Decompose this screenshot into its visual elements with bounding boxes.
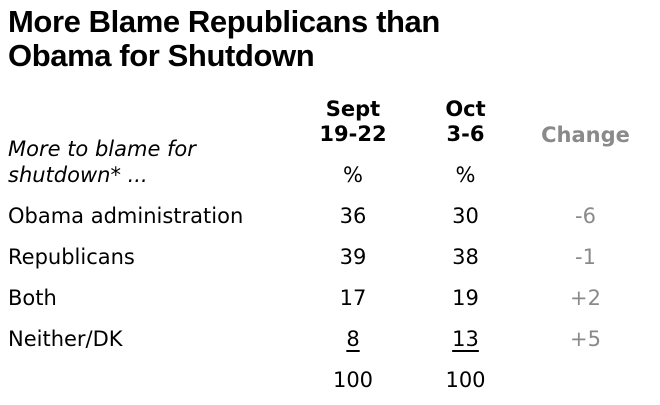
row-group-header: More to blame for shutdown* ... (8, 95, 298, 189)
row-label: Republicans (8, 245, 135, 269)
underlined-value: 8 (346, 327, 360, 351)
column-header-change: Change (541, 123, 630, 147)
total-oct: 100 (445, 368, 486, 392)
table-row-both: Both 17 19 +2 (8, 271, 648, 312)
column-header-oct-line1: Oct (445, 97, 486, 121)
row-label (8, 353, 298, 394)
percent-cell-empty (523, 147, 648, 189)
value-change: +2 (570, 286, 601, 310)
row-group-header-line1: More to blame for (8, 137, 196, 161)
value-sept: 36 (339, 204, 367, 228)
value-oct: 38 (452, 245, 479, 269)
table-row-total: 100 100 (8, 353, 648, 394)
table-row-republicans: Republicans 39 38 -1 (8, 230, 648, 271)
percent-sign-oct: % (455, 163, 476, 187)
column-header-sept-line1: Sept (325, 97, 381, 121)
value-change: -6 (575, 204, 596, 228)
table-header-row: More to blame for shutdown* ... Sept 19-… (8, 95, 648, 187)
percent-row: % % (8, 147, 648, 189)
row-group-header-line2: shutdown* ... (8, 163, 148, 187)
column-header-oct-line2: 3-6 (446, 122, 485, 146)
value-sept: 39 (339, 245, 367, 269)
row-label: Obama administration (8, 204, 244, 228)
column-header-sept: Sept 19-22 (298, 95, 408, 147)
underlined-value: 13 (452, 327, 479, 351)
value-sept: 8 (298, 312, 408, 353)
value-oct: 13 (408, 312, 523, 353)
value-sept: 17 (339, 286, 367, 310)
value-oct: 19 (452, 286, 479, 310)
table-row-neither-dk: Neither/DK 8 13 +5 (8, 312, 648, 353)
table-row-obama: Obama administration 36 30 -6 (8, 189, 648, 230)
total-sept: 100 (332, 368, 374, 392)
total-change (523, 353, 648, 394)
column-header-sept-line2: 19-22 (319, 122, 387, 146)
percent-sign-sept: % (343, 163, 363, 187)
value-change: -1 (575, 245, 596, 269)
row-label: Both (8, 286, 57, 310)
value-change: +5 (570, 327, 601, 351)
blame-shutdown-table: More to blame for shutdown* ... Sept 19-… (8, 95, 648, 394)
page-title: More Blame Republicans than Obama for Sh… (8, 4, 440, 73)
row-label: Neither/DK (8, 327, 123, 351)
value-oct: 30 (452, 204, 479, 228)
column-header-oct: Oct 3-6 (408, 95, 523, 147)
